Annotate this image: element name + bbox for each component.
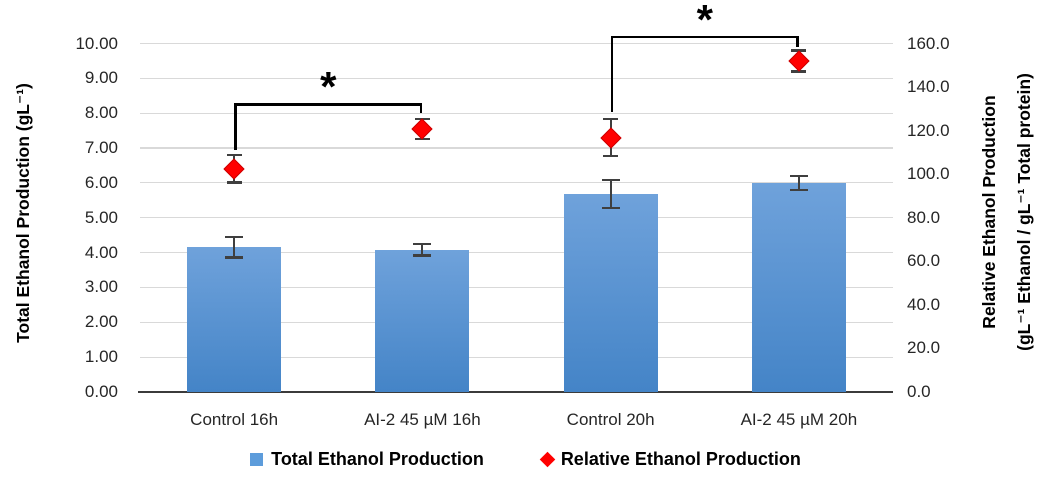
bar-error-cap bbox=[601, 179, 620, 182]
bar-error-cap bbox=[601, 206, 620, 210]
diamond-series-legend-marker-icon bbox=[539, 451, 556, 467]
bar-error-cap bbox=[789, 189, 808, 192]
x-axis-line bbox=[138, 391, 893, 393]
significance-asterisk: * bbox=[696, 0, 713, 43]
right-axis-tick-label: 120.0 bbox=[907, 120, 950, 140]
bar-series-legend-marker-icon bbox=[250, 452, 264, 466]
right-axis-title-line2: (gL⁻¹ Ethanol / gL⁻¹ Total protein) bbox=[1014, 73, 1034, 351]
right-axis-tick-label: 140.0 bbox=[907, 77, 950, 97]
category-label: AI-2 45 µM 16h bbox=[364, 410, 481, 429]
gridline bbox=[140, 147, 893, 149]
left-axis-tick-label: 7.00 bbox=[84, 138, 118, 158]
significance-bracket-leg bbox=[796, 35, 799, 47]
gridline bbox=[140, 286, 893, 289]
left-axis-tick-label: 4.00 bbox=[84, 242, 118, 262]
bar bbox=[563, 194, 658, 392]
diamond-marker bbox=[600, 126, 622, 149]
left-axis-tick-label: 3.00 bbox=[84, 277, 118, 297]
bar-error-cap bbox=[789, 174, 808, 177]
bar-error-cap bbox=[413, 254, 432, 257]
legend: Total Ethanol Production Relative Ethano… bbox=[0, 444, 1051, 474]
diamond-error-cap bbox=[226, 154, 242, 157]
gridline bbox=[140, 217, 893, 219]
gridline bbox=[140, 112, 893, 114]
gridline bbox=[140, 77, 893, 79]
diamond-marker bbox=[788, 50, 810, 72]
category-label: AI-2 45 µM 20h bbox=[740, 410, 858, 429]
bar-error-bar bbox=[233, 237, 236, 258]
legend-label-total-ethanol: Total Ethanol Production bbox=[271, 448, 484, 469]
significance-bracket-top bbox=[610, 35, 799, 39]
right-axis-tick-label: 20.0 bbox=[907, 338, 941, 358]
category-label: Control 20h bbox=[566, 410, 655, 429]
diamond-error-cap bbox=[603, 118, 619, 121]
bar-error-cap bbox=[225, 236, 244, 239]
significance-bracket-leg bbox=[234, 103, 237, 151]
legend-item-total-ethanol: Total Ethanol Production bbox=[250, 449, 484, 470]
left-axis-tick-label: 9.00 bbox=[84, 68, 118, 88]
right-axis-tick-label: 40.0 bbox=[907, 294, 941, 314]
diamond-marker bbox=[223, 158, 245, 180]
gridline bbox=[140, 321, 893, 323]
bar-error-bar bbox=[421, 244, 424, 256]
gridline bbox=[140, 252, 893, 254]
bar-error-cap bbox=[413, 243, 432, 246]
significance-bracket-top bbox=[234, 103, 423, 106]
significance-bracket-leg bbox=[419, 103, 423, 114]
right-axis-tick-label: 160.0 bbox=[907, 33, 950, 53]
bar bbox=[187, 247, 282, 392]
gridline bbox=[140, 42, 893, 45]
bar-error-bar bbox=[797, 175, 800, 191]
left-axis-tick-label: 8.00 bbox=[84, 103, 118, 123]
legend-label-relative-ethanol: Relative Ethanol Production bbox=[560, 448, 801, 469]
gridline bbox=[140, 356, 893, 358]
bar-error-cap bbox=[225, 256, 244, 259]
bar bbox=[751, 182, 846, 392]
right-axis-tick-label: 0.0 bbox=[907, 382, 931, 401]
left-axis-tick-label: 2.00 bbox=[84, 312, 118, 332]
right-axis-tick-label: 80.0 bbox=[907, 207, 941, 227]
diamond-marker bbox=[411, 118, 433, 140]
bar-error-bar bbox=[609, 180, 612, 208]
significance-asterisk: * bbox=[320, 63, 337, 111]
significance-bracket-leg bbox=[610, 35, 614, 113]
left-axis-tick-label: 0.00 bbox=[84, 382, 118, 401]
left-axis-tick-label: 1.00 bbox=[84, 347, 118, 367]
diamond-error-cap bbox=[603, 155, 619, 158]
diamond-error-cap bbox=[226, 181, 242, 184]
right-axis-tick-label: 100.0 bbox=[907, 164, 950, 184]
left-axis-tick-label: 10.00 bbox=[75, 33, 118, 53]
left-axis-tick-label: 6.00 bbox=[84, 172, 118, 192]
bar bbox=[375, 249, 470, 392]
right-axis-tick-label: 60.0 bbox=[907, 251, 941, 271]
left-axis-tick-label: 5.00 bbox=[84, 207, 118, 227]
legend-item-relative-ethanol: Relative Ethanol Production bbox=[539, 448, 801, 470]
category-label: Control 16h bbox=[190, 410, 279, 429]
gridline bbox=[140, 182, 893, 184]
